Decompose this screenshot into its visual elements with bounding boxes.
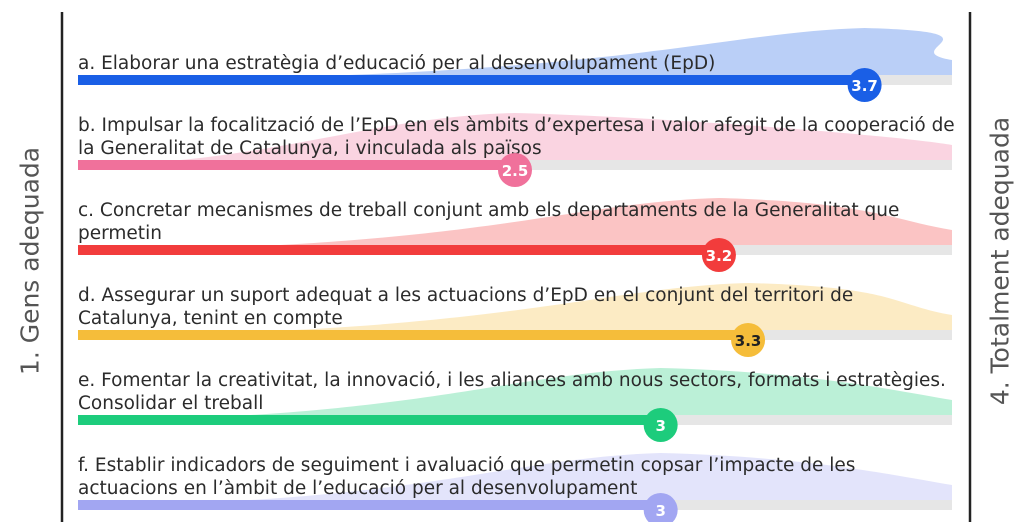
distribution-shape — [78, 368, 952, 420]
value-label: 3 — [655, 417, 665, 435]
value-label: 3 — [655, 502, 665, 520]
bar — [78, 330, 749, 340]
distribution-shape — [78, 198, 952, 250]
statement-label: d. Assegurar un suport adequat a les act… — [78, 285, 854, 329]
value-dot — [643, 493, 678, 522]
bar — [78, 500, 661, 510]
value-dot — [731, 323, 766, 357]
statement-label: f. Establir indicadors de seguiment i av… — [78, 455, 856, 499]
distribution-shape — [78, 283, 952, 335]
distribution-shape — [78, 113, 952, 165]
bar — [78, 245, 719, 255]
statement-label: e. Fomentar la creativitat, la innovació… — [78, 370, 946, 414]
distribution-shape — [78, 28, 952, 80]
value-dot — [643, 408, 678, 442]
distribution-shape — [78, 453, 952, 505]
value-label: 2.5 — [502, 162, 529, 180]
value-dot — [498, 153, 532, 187]
statement-label: c. Concretar mecanismes de treball conju… — [78, 200, 900, 244]
value-label: 3.3 — [735, 332, 762, 350]
value-dot — [701, 238, 736, 272]
statement-label: a. Elaborar una estratègia d’educació pe… — [78, 53, 716, 74]
value-dot — [847, 68, 882, 102]
bar — [78, 160, 515, 170]
statement-label: b. Impulsar la focalització de l’EpD en … — [78, 115, 955, 159]
value-label: 3.7 — [851, 77, 878, 95]
bar — [78, 415, 661, 425]
bar — [78, 75, 865, 85]
value-label: 3.2 — [706, 247, 733, 265]
